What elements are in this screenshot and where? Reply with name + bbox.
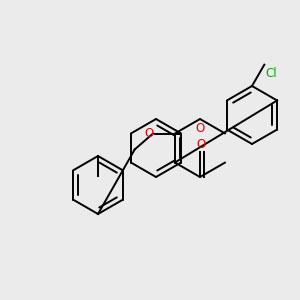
Text: O: O	[195, 122, 205, 135]
Text: O: O	[145, 127, 154, 140]
Text: Cl: Cl	[265, 67, 277, 80]
Text: O: O	[196, 138, 206, 151]
